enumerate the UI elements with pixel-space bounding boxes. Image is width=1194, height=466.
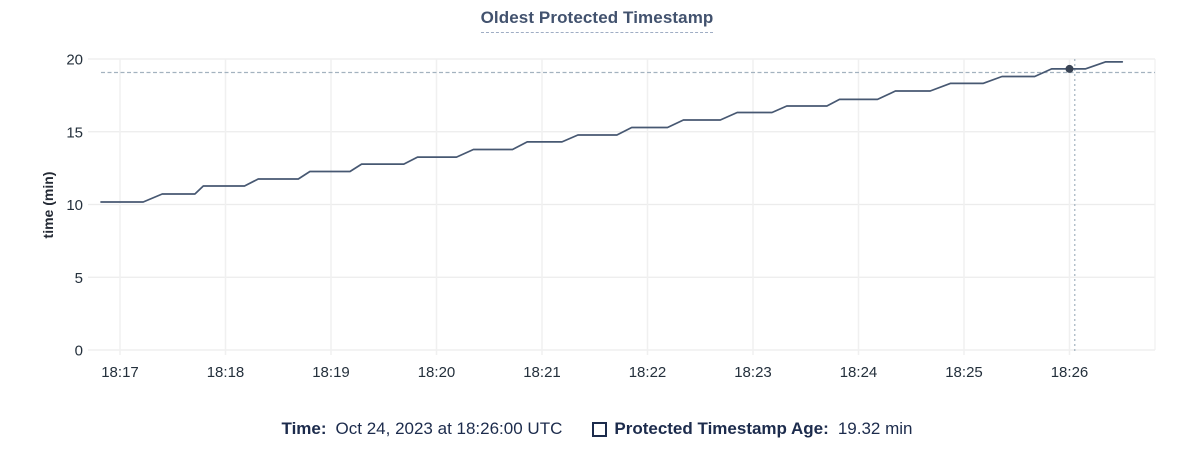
x-tick-label: 18:26 [1051, 364, 1089, 381]
y-tick-label: 10 [66, 197, 83, 214]
legend-series-checkbox[interactable] [592, 421, 608, 437]
chart-legend: Time: Oct 24, 2023 at 18:26:00 UTC Prote… [0, 419, 1194, 439]
legend-series-group: Protected Timestamp Age: 19.32 min [592, 419, 912, 439]
y-tick-label: 5 [75, 270, 83, 287]
x-tick-label: 18:22 [629, 364, 667, 381]
chart-title-row: Oldest Protected Timestamp [0, 8, 1194, 33]
x-tick-label: 18:25 [945, 364, 983, 381]
x-tick-label: 18:21 [523, 364, 561, 381]
legend-time-value: Oct 24, 2023 at 18:26:00 UTC [335, 419, 563, 438]
x-tick-label: 18:17 [101, 364, 139, 381]
legend-series-value: 19.32 min [837, 419, 913, 438]
legend-time-label: Time: [281, 419, 327, 438]
chart-canvas[interactable]: 0 5 10 15 20 18:17 18:18 18:19 18:20 18:21 18:22 18… [0, 0, 1194, 410]
x-tick-label: 18:23 [734, 364, 772, 381]
legend-time-group: Time: Oct 24, 2023 at 18:26:00 UTC [282, 419, 563, 439]
y-tick-label: 20 [66, 52, 83, 69]
series-line [100, 61, 1124, 203]
x-tick-label: 18:20 [418, 364, 456, 381]
y-tick-label: 0 [75, 343, 83, 360]
hover-point [1065, 64, 1074, 73]
x-tick-label: 18:19 [312, 364, 350, 381]
y-tick-label: 15 [66, 124, 83, 141]
legend-series-label: Protected Timestamp Age: [614, 419, 829, 438]
chart-title[interactable]: Oldest Protected Timestamp [480, 8, 714, 33]
x-tick-label: 18:24 [840, 364, 878, 381]
x-tick-label: 18:18 [207, 364, 245, 381]
